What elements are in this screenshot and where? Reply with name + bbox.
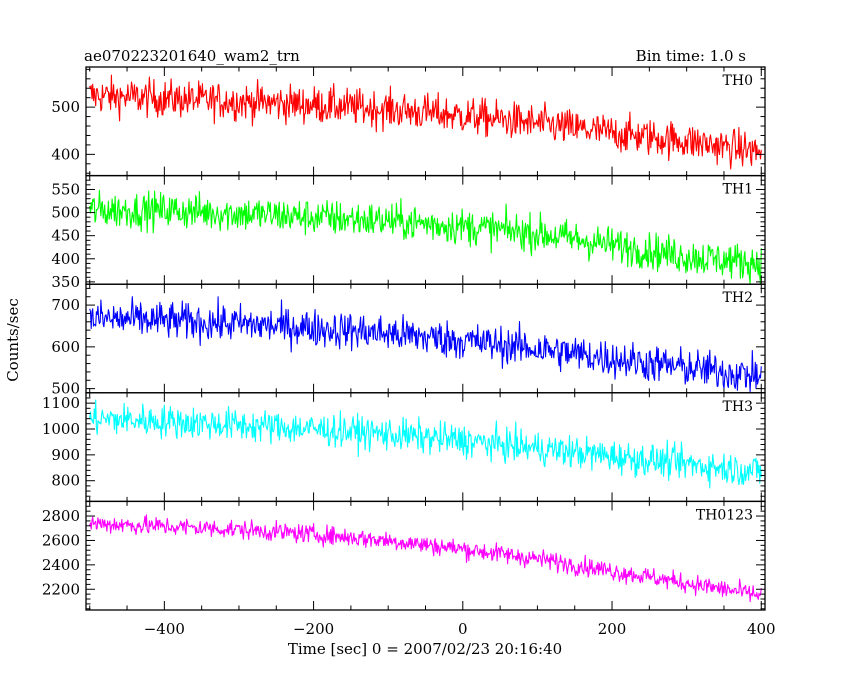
y-tick-label: 400 — [51, 145, 80, 163]
y-tick-label: 1100 — [42, 394, 80, 412]
x-tick-label: −200 — [293, 620, 334, 638]
y-tick-label: 2600 — [42, 531, 80, 549]
series-th0 — [89, 74, 762, 170]
y-tick-label: 700 — [51, 296, 80, 314]
panel-label-th2: TH2 — [723, 290, 753, 306]
y-tick-label: 500 — [51, 204, 80, 222]
series-th1 — [89, 189, 762, 285]
chart-title: ae070223201640_wam2_trn — [84, 47, 300, 65]
panel-frame-th3 — [85, 392, 766, 503]
y-tick-label: 550 — [51, 180, 80, 198]
y-tick-label: 1000 — [42, 420, 80, 438]
panel-label-th3: TH3 — [723, 399, 753, 415]
panel-label-th0123: TH0123 — [696, 507, 753, 523]
series-th0123 — [89, 514, 762, 603]
panel-frame-th0 — [85, 66, 766, 177]
y-tick-label: 400 — [51, 250, 80, 268]
y-tick-label: 600 — [51, 338, 80, 356]
panels-group: 400 500 TH0 350 400 450 500 550 TH1 500 600 700 TH2 8… — [42, 66, 776, 638]
y-tick-label: 2200 — [42, 580, 80, 598]
panel-label-th0: TH0 — [723, 73, 753, 89]
y-tick-label: 2400 — [42, 556, 80, 574]
x-axis-label: Time [sec] 0 = 2007/02/23 20:16:40 — [288, 640, 562, 658]
x-tick-label: 200 — [598, 620, 627, 638]
series-th2 — [89, 296, 762, 393]
y-tick-label: 500 — [51, 380, 80, 398]
series-th3 — [89, 399, 762, 489]
y-tick-label: 900 — [51, 446, 80, 464]
y-tick-label: 800 — [51, 472, 80, 490]
bin-time-label: Bin time: 1.0 s — [636, 47, 746, 65]
x-tick-label: 400 — [747, 620, 776, 638]
panel-frame-th1 — [85, 174, 766, 285]
y-tick-label: 350 — [51, 273, 80, 291]
panel-frame-th0123 — [85, 500, 766, 611]
y-tick-label: 500 — [51, 98, 80, 116]
panel-label-th1: TH1 — [723, 182, 753, 198]
y-tick-label: 450 — [51, 227, 80, 245]
y-axis-label: Counts/sec — [4, 298, 22, 382]
y-tick-label: 2800 — [42, 507, 80, 525]
x-tick-label: 0 — [458, 620, 468, 638]
x-tick-label: −400 — [144, 620, 185, 638]
